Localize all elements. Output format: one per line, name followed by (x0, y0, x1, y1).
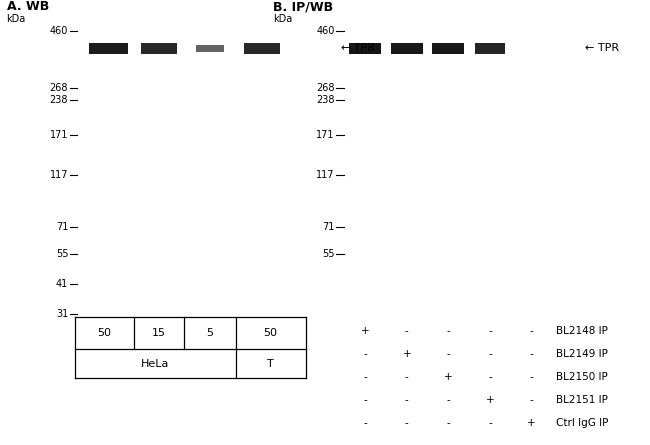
Bar (88, 43, 128, 54)
Text: 31: 31 (56, 309, 68, 319)
Text: 71: 71 (56, 222, 68, 232)
Text: -: - (488, 349, 492, 359)
Text: 55: 55 (56, 249, 68, 259)
Text: BL2148 IP: BL2148 IP (556, 326, 608, 336)
Text: 50: 50 (264, 328, 278, 338)
Text: BL2149 IP: BL2149 IP (556, 349, 608, 359)
Text: -: - (363, 395, 367, 405)
Text: kDa: kDa (6, 15, 26, 24)
Text: BL2150 IP: BL2150 IP (556, 372, 608, 382)
Bar (475, 43, 504, 54)
Text: -: - (405, 326, 409, 336)
Text: -: - (488, 326, 492, 336)
Text: 268: 268 (50, 83, 68, 93)
Text: 5: 5 (207, 328, 214, 338)
Text: +: + (402, 349, 411, 359)
Bar (140, 43, 177, 53)
Text: 268: 268 (317, 83, 335, 93)
Text: A. WB: A. WB (6, 0, 49, 13)
Text: 50: 50 (97, 328, 111, 338)
Text: -: - (363, 418, 367, 428)
Text: 71: 71 (322, 222, 335, 232)
Text: T: T (267, 359, 274, 369)
Text: -: - (530, 372, 534, 382)
Text: -: - (530, 349, 534, 359)
Text: -: - (447, 418, 450, 428)
Text: 55: 55 (322, 249, 335, 259)
Bar (349, 43, 382, 54)
Text: ← TPR: ← TPR (585, 44, 619, 53)
Text: -: - (530, 326, 534, 336)
Text: 460: 460 (317, 26, 335, 36)
Bar (196, 45, 224, 52)
Bar (391, 43, 423, 54)
Text: -: - (447, 349, 450, 359)
Bar (432, 43, 465, 54)
Text: Ctrl IgG IP: Ctrl IgG IP (556, 418, 608, 428)
Text: 117: 117 (50, 170, 68, 180)
Text: 41: 41 (56, 279, 68, 289)
Text: -: - (405, 372, 409, 382)
Text: -: - (530, 395, 534, 405)
Text: BL2151 IP: BL2151 IP (556, 395, 608, 405)
Text: -: - (363, 372, 367, 382)
Text: -: - (447, 395, 450, 405)
Text: HeLa: HeLa (141, 359, 170, 369)
Text: +: + (444, 372, 452, 382)
Text: +: + (361, 326, 369, 336)
Text: B. IP/WB: B. IP/WB (273, 0, 333, 13)
Text: +: + (527, 418, 536, 428)
Text: -: - (488, 372, 492, 382)
Text: 15: 15 (152, 328, 166, 338)
Text: -: - (488, 418, 492, 428)
Text: 238: 238 (317, 95, 335, 105)
Text: +: + (486, 395, 494, 405)
Text: -: - (405, 418, 409, 428)
Text: kDa: kDa (273, 15, 292, 24)
Text: 171: 171 (317, 130, 335, 140)
Text: ← TPR: ← TPR (341, 44, 376, 53)
Text: -: - (363, 349, 367, 359)
Bar (244, 43, 280, 54)
Text: 117: 117 (317, 170, 335, 180)
Text: 460: 460 (50, 26, 68, 36)
Text: 171: 171 (50, 130, 68, 140)
Text: -: - (447, 326, 450, 336)
Text: 238: 238 (50, 95, 68, 105)
Text: -: - (405, 395, 409, 405)
